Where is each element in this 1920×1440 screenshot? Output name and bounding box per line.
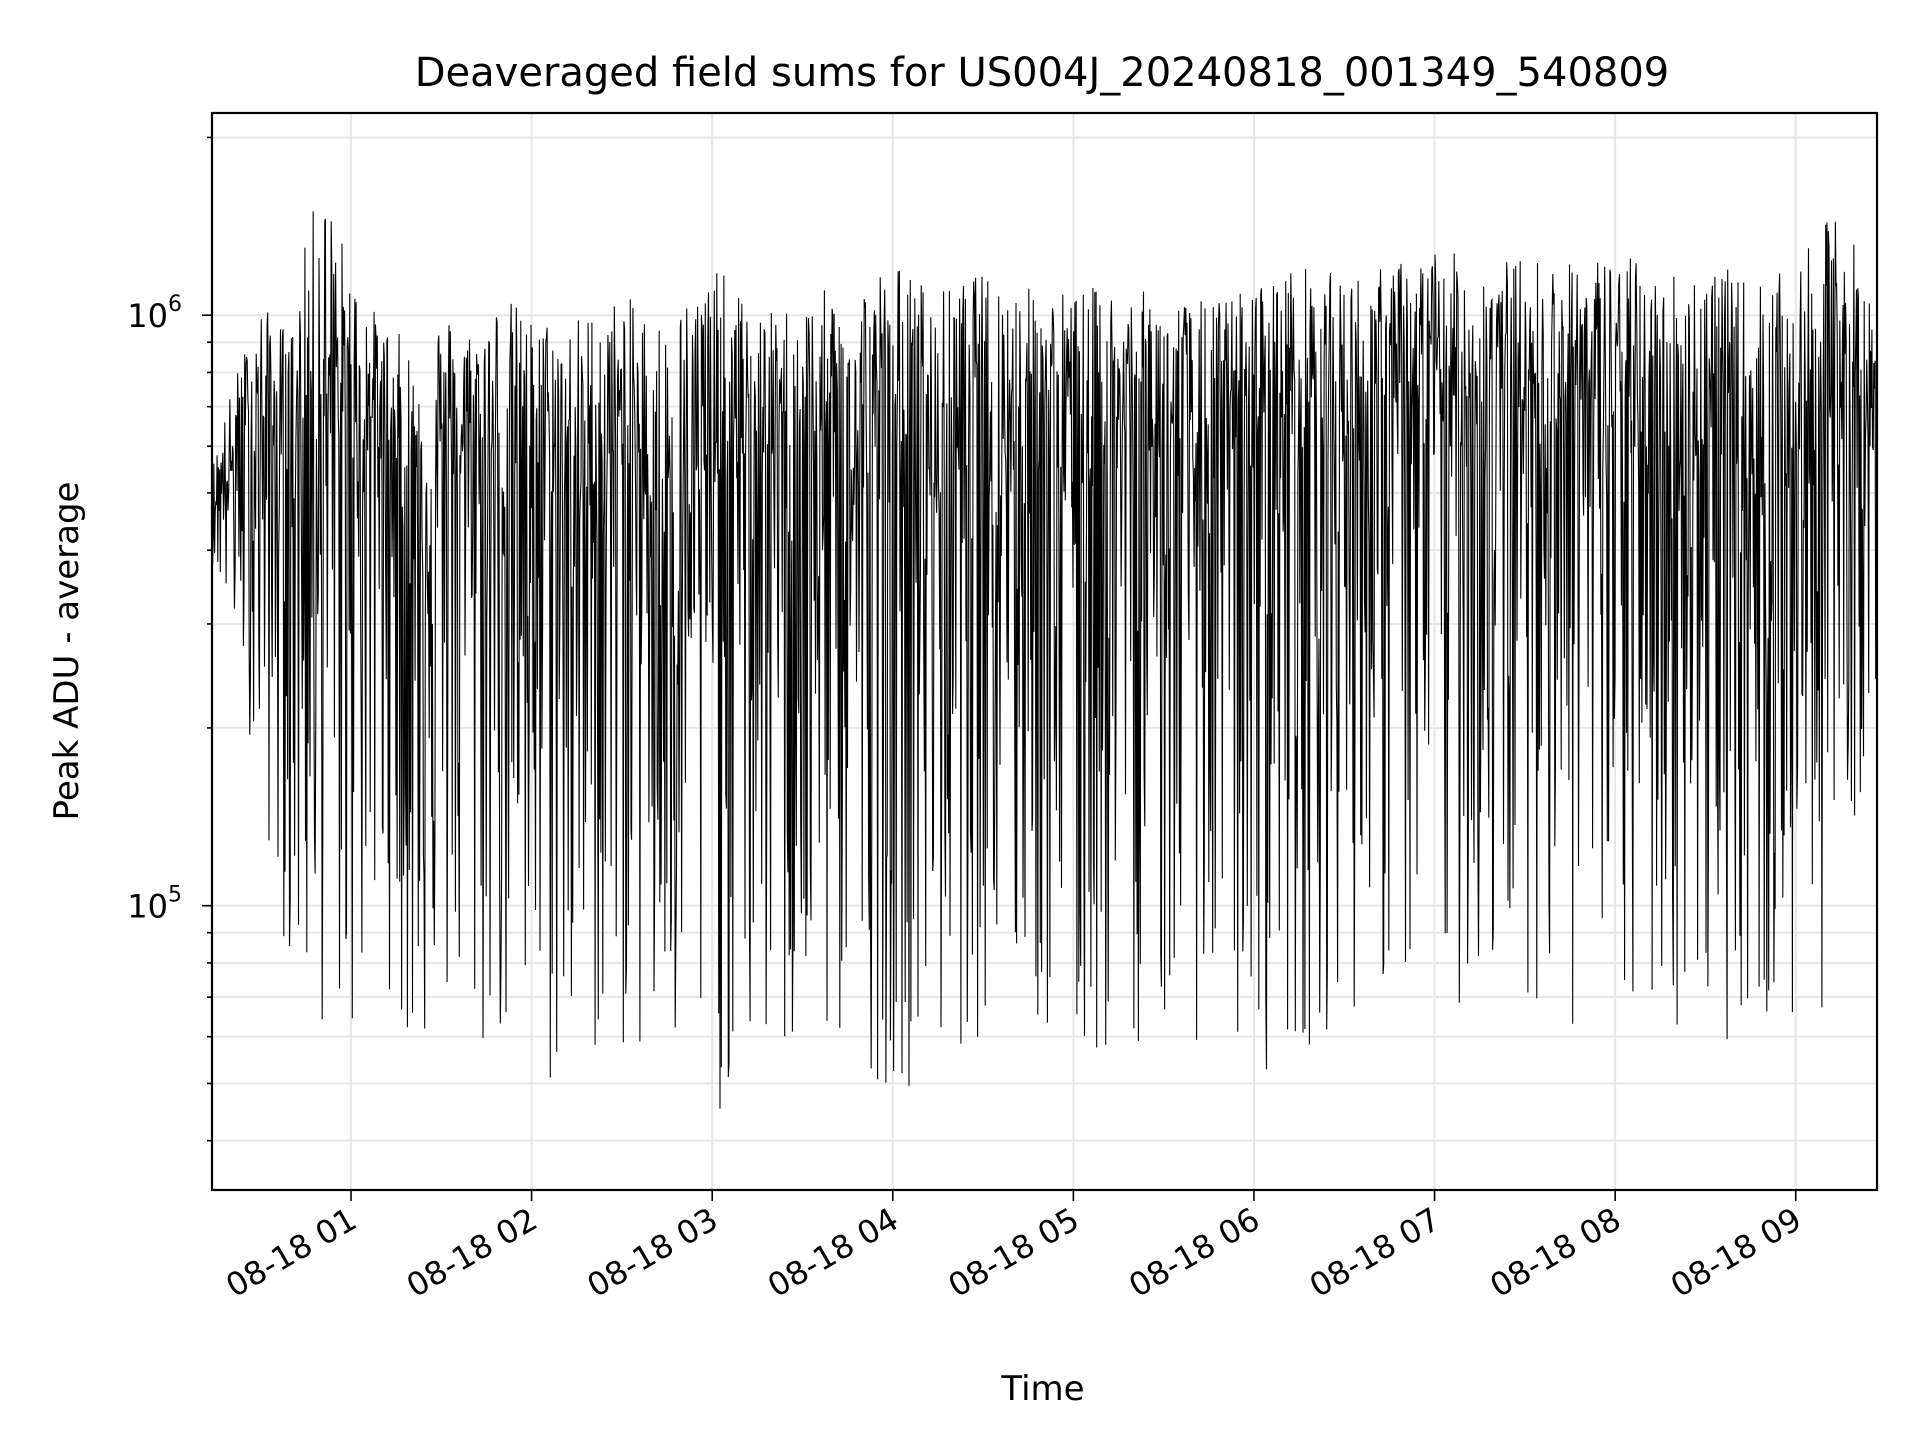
x-tick-label: 08-18 08: [1484, 1200, 1628, 1305]
x-tick-label: 08-18 02: [400, 1200, 544, 1305]
x-axis-label: Time: [1000, 1369, 1084, 1409]
x-tick-label: 08-18 07: [1303, 1200, 1447, 1305]
x-tick-label: 08-18 03: [581, 1200, 725, 1305]
y-axis: 105 106: [127, 136, 212, 1142]
series-line: [211, 211, 1878, 1109]
y-tick-label: 105: [127, 883, 182, 926]
x-tick-label: 08-18 09: [1664, 1200, 1808, 1305]
y-axis-label: Peak ADU - average: [47, 482, 87, 821]
x-tick-label: 08-18 06: [1122, 1200, 1266, 1305]
y-tick-label: 106: [127, 292, 182, 335]
x-tick-label: 08-18 01: [219, 1200, 363, 1305]
plot-area: [211, 211, 1878, 1109]
x-tick-label: 08-18 05: [942, 1200, 1086, 1305]
chart-title: Deaveraged field sums for US004J_2024081…: [415, 50, 1670, 96]
x-tick-label: 08-18 04: [761, 1200, 905, 1305]
x-axis: 08-18 01 08-18 02 08-18 03 08-18 04 08-18 05…: [219, 1190, 1808, 1305]
plot-frame: [210, 111, 1879, 1192]
